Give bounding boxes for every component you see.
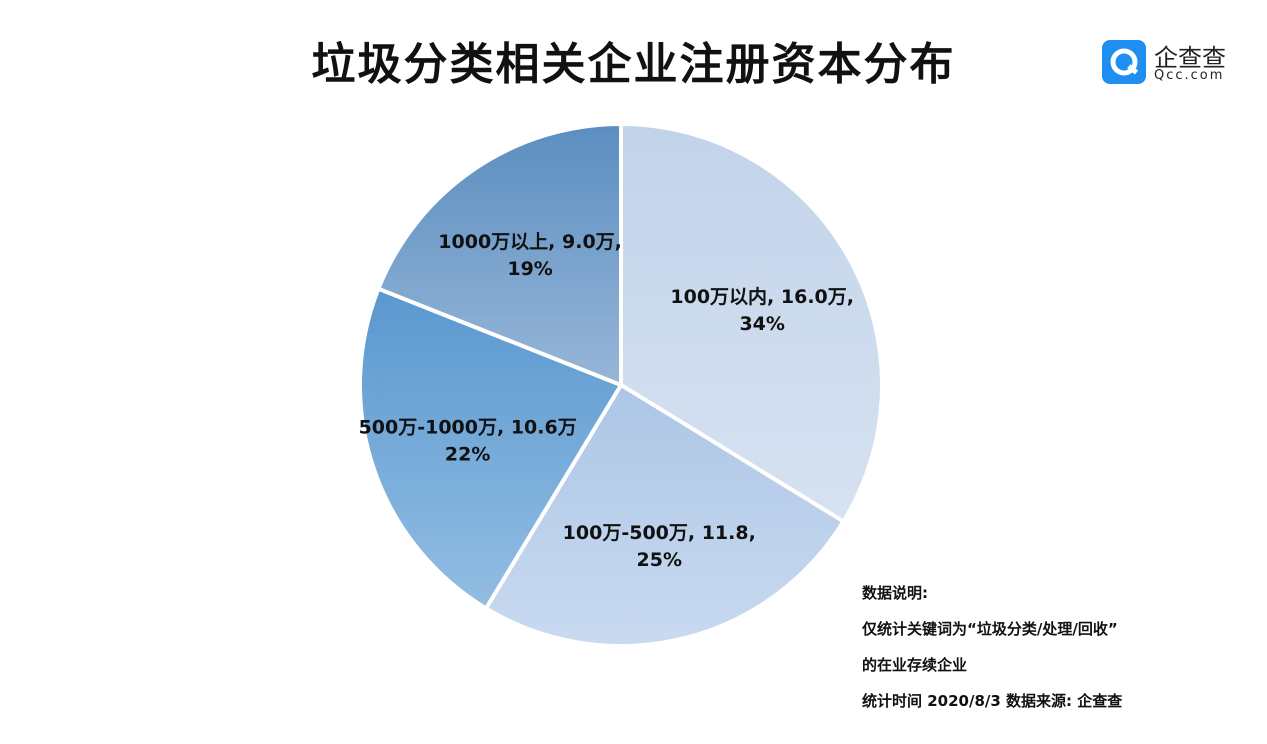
notes-line-1: 仅统计关键词为“垃圾分类/处理/回收” — [862, 620, 1118, 638]
pie-slice — [619, 122, 884, 524]
pie-slices — [358, 122, 884, 648]
qcc-logo: 企查查 Qcc.com — [1102, 40, 1242, 86]
slice-label: 100万以内, 16.0万, — [670, 285, 854, 308]
slice-percent-label: 34% — [739, 313, 784, 335]
slice-label: 100万-500万, 11.8, — [563, 522, 756, 544]
slice-percent-label: 25% — [637, 549, 682, 571]
notes-line-2: 的在业存续企业 — [862, 656, 968, 674]
slice-label: 1000万以上, 9.0万, — [438, 231, 622, 253]
chart-title: 垃圾分类相关企业注册资本分布 — [311, 39, 956, 90]
qcc-logo-icon — [1102, 40, 1146, 84]
slice-labels: 100万以内, 16.0万, 34% 100万-500万, 11.8, 25% 500万… — [359, 231, 854, 571]
logo-name: 企查查 — [1154, 44, 1226, 72]
data-notes: 数据说明: 仅统计关键词为“垃圾分类/处理/回收” 的在业存续企业 统计时间 2… — [862, 585, 1122, 729]
notes-line-3: 统计时间 2020/8/3 数据来源: 企查查 — [862, 692, 1123, 710]
slice-percent-label: 19% — [507, 258, 552, 280]
pie-slice — [484, 383, 846, 648]
slice-percent-label: 22% — [445, 444, 490, 466]
pie-slice — [376, 122, 623, 387]
pie-slice — [358, 286, 623, 611]
logo-domain: Qcc.com — [1154, 68, 1225, 83]
slice-label: 500万-1000万, 10.6万 — [359, 417, 577, 439]
notes-heading: 数据说明: — [862, 584, 928, 602]
